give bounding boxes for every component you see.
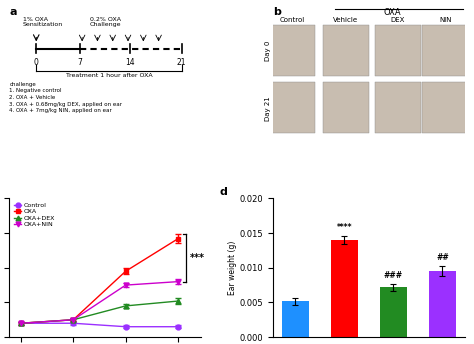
- Text: 1% OXA
Sensitization: 1% OXA Sensitization: [23, 17, 63, 28]
- Bar: [331, 240, 358, 337]
- Bar: [380, 287, 407, 337]
- Text: 14: 14: [125, 58, 135, 67]
- Text: a: a: [9, 7, 17, 17]
- FancyBboxPatch shape: [270, 25, 315, 76]
- FancyBboxPatch shape: [374, 82, 420, 133]
- Text: DEX: DEX: [391, 17, 405, 23]
- FancyBboxPatch shape: [422, 25, 468, 76]
- Text: 7: 7: [78, 58, 82, 67]
- FancyBboxPatch shape: [323, 82, 369, 133]
- Text: 21: 21: [177, 58, 186, 67]
- Text: ###: ###: [384, 270, 403, 280]
- FancyBboxPatch shape: [422, 82, 468, 133]
- Text: Day 21: Day 21: [265, 96, 272, 120]
- Bar: [282, 301, 309, 337]
- FancyBboxPatch shape: [323, 25, 369, 76]
- Y-axis label: Ear weight (g): Ear weight (g): [228, 240, 237, 295]
- Text: Treatment 1 hour after OXA: Treatment 1 hour after OXA: [65, 74, 152, 78]
- Legend: Control, OXA, OXA+DEX, OXA+NIN: Control, OXA, OXA+DEX, OXA+NIN: [13, 202, 56, 228]
- Text: Vehicle: Vehicle: [333, 17, 358, 23]
- Text: OXA: OXA: [383, 8, 401, 17]
- Text: 0: 0: [34, 58, 39, 67]
- Text: NIN: NIN: [439, 17, 452, 23]
- Text: ****: ****: [337, 223, 352, 232]
- Text: ***: ***: [190, 253, 204, 263]
- Text: ##: ##: [436, 253, 449, 262]
- FancyBboxPatch shape: [270, 82, 315, 133]
- Text: d: d: [220, 187, 228, 197]
- Bar: [429, 271, 456, 337]
- Text: 0.2% OXA
Challenge: 0.2% OXA Challenge: [89, 17, 121, 28]
- Text: challenge
1. Negative control
2. OXA + Vehicle
3. OXA + 0.68mg/kg DEX, applied o: challenge 1. Negative control 2. OXA + V…: [9, 82, 122, 113]
- FancyBboxPatch shape: [374, 25, 420, 76]
- Text: Control: Control: [280, 17, 305, 23]
- Text: b: b: [273, 7, 281, 17]
- Text: Day 0: Day 0: [265, 41, 272, 62]
